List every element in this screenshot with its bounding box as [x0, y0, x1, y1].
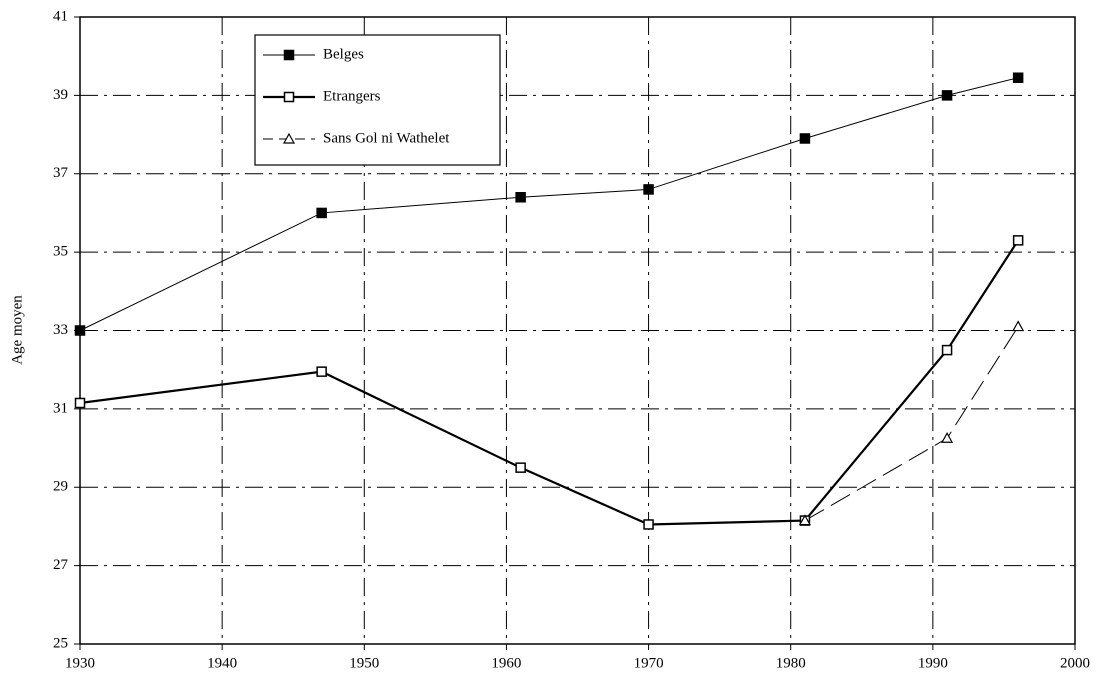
legend-label: Etrangers — [323, 88, 381, 104]
legend-box — [254, 34, 501, 166]
x-tick-label: 1930 — [65, 655, 95, 671]
y-tick-label: 39 — [53, 87, 68, 103]
y-tick-label: 27 — [53, 557, 69, 573]
marker — [74, 397, 86, 409]
marker — [941, 344, 953, 356]
marker — [643, 184, 654, 195]
x-tick-label: 2000 — [1060, 655, 1090, 671]
x-tick-label: 1960 — [491, 655, 521, 671]
marker — [941, 90, 953, 101]
y-axis-label: Age moyen — [9, 295, 25, 365]
marker — [1012, 72, 1024, 83]
marker — [515, 462, 526, 473]
marker — [941, 432, 954, 443]
y-tick-label: 29 — [53, 479, 68, 495]
y-tick-label: 25 — [53, 635, 68, 651]
series-line — [79, 77, 1019, 331]
y-tick-label: 33 — [53, 322, 68, 338]
marker — [798, 514, 811, 526]
x-tick-label: 1970 — [634, 655, 664, 671]
y-tick-label: 37 — [53, 165, 69, 181]
marker — [1012, 320, 1025, 332]
marker — [799, 133, 811, 144]
y-tick-label: 31 — [53, 400, 68, 416]
marker — [1012, 235, 1024, 246]
series-line — [79, 239, 1020, 526]
legend-marker — [283, 91, 295, 103]
legend-marker — [283, 49, 295, 61]
y-tick-label: 41 — [53, 8, 68, 24]
legend-label: Sans Gol ni Wathelet — [323, 130, 450, 146]
x-tick-label: 1990 — [918, 655, 948, 671]
x-tick-label: 1950 — [349, 655, 379, 671]
marker — [515, 192, 526, 203]
legend-marker — [282, 132, 296, 144]
marker — [316, 207, 327, 219]
x-tick-label: 1940 — [207, 655, 237, 671]
y-tick-label: 35 — [53, 244, 68, 260]
x-tick-label: 1980 — [776, 655, 806, 671]
marker — [74, 325, 86, 336]
series-line — [804, 326, 1019, 521]
marker — [643, 519, 654, 530]
marker — [316, 366, 327, 377]
legend-label: Belges — [323, 46, 364, 62]
